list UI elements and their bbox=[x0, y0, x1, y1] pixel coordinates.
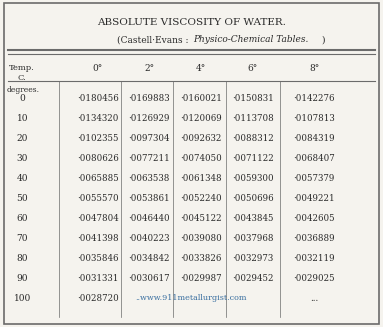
Text: ·0126929: ·0126929 bbox=[129, 114, 170, 123]
Text: 100: 100 bbox=[13, 294, 31, 303]
Text: ·0042605: ·0042605 bbox=[293, 214, 335, 223]
Text: ·0033826: ·0033826 bbox=[180, 254, 222, 263]
Text: ·0080626: ·0080626 bbox=[77, 154, 119, 163]
Text: ·0088312: ·0088312 bbox=[232, 134, 274, 143]
FancyBboxPatch shape bbox=[4, 3, 379, 324]
Text: degrees.: degrees. bbox=[7, 86, 40, 94]
Text: ·0057379: ·0057379 bbox=[293, 174, 335, 183]
Text: ·0046440: ·0046440 bbox=[129, 214, 170, 223]
Text: ·0040223: ·0040223 bbox=[129, 234, 170, 243]
Text: ·0065885: ·0065885 bbox=[77, 174, 119, 183]
Text: ·0169883: ·0169883 bbox=[129, 94, 170, 103]
Text: ·0180456: ·0180456 bbox=[77, 94, 119, 103]
Text: 20: 20 bbox=[16, 134, 28, 143]
Text: 8°: 8° bbox=[309, 64, 319, 73]
Text: ·0068407: ·0068407 bbox=[293, 154, 335, 163]
Text: ·0077211: ·0077211 bbox=[128, 154, 170, 163]
Text: 6°: 6° bbox=[248, 64, 258, 73]
Text: 40: 40 bbox=[16, 174, 28, 183]
Text: ·0029452: ·0029452 bbox=[232, 274, 273, 283]
Text: ·0102355: ·0102355 bbox=[77, 134, 118, 143]
Text: 10: 10 bbox=[16, 114, 28, 123]
Text: ·0063538: ·0063538 bbox=[129, 174, 170, 183]
Text: ·0061348: ·0061348 bbox=[180, 174, 222, 183]
Text: ·0041398: ·0041398 bbox=[77, 234, 118, 243]
Text: 50: 50 bbox=[16, 194, 28, 203]
Text: 80: 80 bbox=[16, 254, 28, 263]
Text: (Castell·Evans :: (Castell·Evans : bbox=[117, 35, 192, 44]
Text: ·0160021: ·0160021 bbox=[180, 94, 222, 103]
Text: ·0049221: ·0049221 bbox=[293, 194, 335, 203]
Text: Temp.
C.: Temp. C. bbox=[9, 64, 35, 81]
Text: ·0029987: ·0029987 bbox=[180, 274, 222, 283]
Text: 0: 0 bbox=[19, 94, 25, 103]
Text: ·0047804: ·0047804 bbox=[77, 214, 119, 223]
Text: 90: 90 bbox=[16, 274, 28, 283]
Text: ·0029025: ·0029025 bbox=[293, 274, 335, 283]
Text: ·0055570: ·0055570 bbox=[77, 194, 118, 203]
Text: ·0084319: ·0084319 bbox=[293, 134, 335, 143]
Text: 70: 70 bbox=[16, 234, 28, 243]
Text: ·0142276: ·0142276 bbox=[293, 94, 335, 103]
Text: ·0045122: ·0045122 bbox=[180, 214, 222, 223]
Text: ·0097304: ·0097304 bbox=[129, 134, 170, 143]
Text: ·0034842: ·0034842 bbox=[129, 254, 170, 263]
Text: 2°: 2° bbox=[144, 64, 154, 73]
Text: ·0030617: ·0030617 bbox=[129, 274, 170, 283]
Text: ): ) bbox=[321, 35, 324, 44]
Text: ·0134320: ·0134320 bbox=[77, 114, 118, 123]
Text: 4°: 4° bbox=[196, 64, 206, 73]
Text: ·0052240: ·0052240 bbox=[180, 194, 222, 203]
Text: ·0032119: ·0032119 bbox=[293, 254, 335, 263]
Text: ·0074050: ·0074050 bbox=[180, 154, 222, 163]
Text: ·0036889: ·0036889 bbox=[293, 234, 335, 243]
Text: 60: 60 bbox=[16, 214, 28, 223]
Text: ·0092632: ·0092632 bbox=[180, 134, 222, 143]
Text: ·0053861: ·0053861 bbox=[129, 194, 170, 203]
Text: ·0043845: ·0043845 bbox=[232, 214, 273, 223]
Text: ·0032973: ·0032973 bbox=[232, 254, 273, 263]
Text: Physico-Chemical Tables.: Physico-Chemical Tables. bbox=[193, 35, 308, 44]
Text: ABSOLUTE VISCOSITY OF WATER.: ABSOLUTE VISCOSITY OF WATER. bbox=[97, 18, 286, 27]
Text: ·0037968: ·0037968 bbox=[232, 234, 273, 243]
Text: 30: 30 bbox=[16, 154, 28, 163]
Text: ·0050696: ·0050696 bbox=[232, 194, 273, 203]
Text: ·0031331: ·0031331 bbox=[77, 274, 118, 283]
Text: ·0039080: ·0039080 bbox=[180, 234, 222, 243]
Text: ·0113708: ·0113708 bbox=[232, 114, 274, 123]
Text: ·0107813: ·0107813 bbox=[293, 114, 335, 123]
Text: ·0028720: ·0028720 bbox=[77, 294, 119, 303]
Text: ·0035846: ·0035846 bbox=[77, 254, 118, 263]
Text: ·0059300: ·0059300 bbox=[232, 174, 273, 183]
Text: ·0120069: ·0120069 bbox=[180, 114, 222, 123]
Text: ...: ... bbox=[310, 294, 318, 303]
Text: ..www.911metallurgist.com: ..www.911metallurgist.com bbox=[136, 294, 247, 301]
Text: 0°: 0° bbox=[93, 64, 103, 73]
Text: ·0071122: ·0071122 bbox=[232, 154, 274, 163]
Text: ·0150831: ·0150831 bbox=[232, 94, 274, 103]
